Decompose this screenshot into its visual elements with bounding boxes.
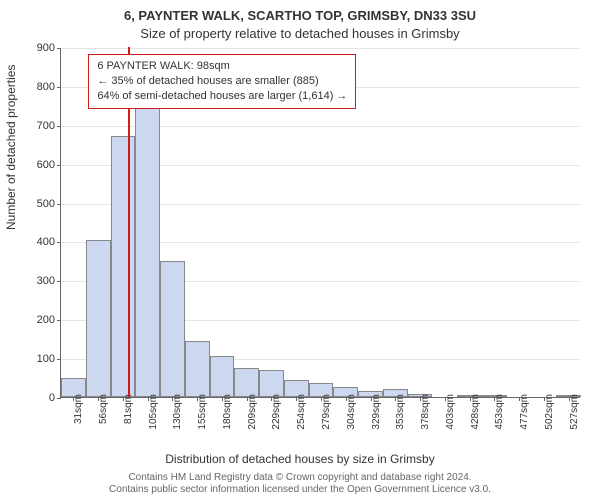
xtick-label: 209sqm (247, 394, 258, 430)
xtick-label: 378sqm (420, 394, 431, 430)
xtick-label: 453sqm (494, 394, 505, 430)
xtick-label: 304sqm (346, 394, 357, 430)
histogram-bar (86, 240, 111, 398)
ytick-mark (57, 281, 61, 282)
chart-footer: Contains HM Land Registry data © Crown c… (0, 472, 600, 496)
footer-line1: Contains HM Land Registry data © Crown c… (0, 472, 600, 484)
histogram-bar (160, 261, 185, 397)
xtick-label: 56sqm (98, 394, 109, 424)
xtick-label: 254sqm (296, 394, 307, 430)
ytick-label: 500 (21, 198, 55, 210)
ytick-mark (57, 204, 61, 205)
ytick-label: 600 (21, 159, 55, 171)
xtick-label: 31sqm (73, 394, 84, 424)
chart-container: 6, PAYNTER WALK, SCARTHO TOP, GRIMSBY, D… (0, 0, 600, 500)
histogram-bar (111, 136, 136, 397)
annotation-box: 6 PAYNTER WALK: 98sqm ← 35% of detached … (88, 54, 356, 109)
ytick-mark (57, 242, 61, 243)
ytick-mark (57, 48, 61, 49)
plot-area: 6 PAYNTER WALK: 98sqm ← 35% of detached … (60, 48, 580, 398)
xtick-label: 477sqm (519, 394, 530, 430)
ytick-label: 0 (21, 392, 55, 404)
histogram-bar (185, 341, 210, 397)
xtick-label: 105sqm (148, 394, 159, 430)
xtick-label: 502sqm (544, 394, 555, 430)
xtick-label: 428sqm (470, 394, 481, 430)
annotation-line1: 6 PAYNTER WALK: 98sqm (97, 59, 347, 74)
histogram-bar (135, 94, 160, 397)
xtick-label: 155sqm (197, 394, 208, 430)
ytick-label: 800 (21, 81, 55, 93)
ytick-mark (57, 87, 61, 88)
ytick-label: 300 (21, 275, 55, 287)
footer-line2: Contains public sector information licen… (0, 484, 600, 496)
histogram-bar (210, 356, 235, 397)
ytick-mark (57, 398, 61, 399)
xtick-label: 353sqm (395, 394, 406, 430)
xtick-label: 229sqm (271, 394, 282, 430)
ytick-label: 200 (21, 314, 55, 326)
xtick-label: 81sqm (123, 394, 134, 424)
ytick-label: 400 (21, 236, 55, 248)
ytick-label: 100 (21, 353, 55, 365)
ytick-mark (57, 165, 61, 166)
chart-subtitle: Size of property relative to detached ho… (0, 26, 600, 41)
annotation-line2: ← 35% of detached houses are smaller (88… (97, 74, 347, 89)
histogram-bar (259, 370, 284, 397)
xtick-label: 279sqm (321, 394, 332, 430)
ytick-mark (57, 320, 61, 321)
xtick-label: 130sqm (172, 394, 183, 430)
xtick-label: 180sqm (222, 394, 233, 430)
ytick-mark (57, 126, 61, 127)
xtick-label: 527sqm (569, 394, 580, 430)
chart-title-address: 6, PAYNTER WALK, SCARTHO TOP, GRIMSBY, D… (0, 8, 600, 23)
xtick-label: 403sqm (445, 394, 456, 430)
gridline (61, 48, 580, 49)
annotation-line3: 64% of semi-detached houses are larger (… (97, 89, 347, 104)
histogram-bar (234, 368, 259, 397)
ytick-label: 900 (21, 42, 55, 54)
ytick-label: 700 (21, 120, 55, 132)
xtick-label: 329sqm (371, 394, 382, 430)
ytick-mark (57, 359, 61, 360)
y-axis-label: Number of detached properties (4, 65, 18, 230)
x-axis-label: Distribution of detached houses by size … (0, 452, 600, 466)
